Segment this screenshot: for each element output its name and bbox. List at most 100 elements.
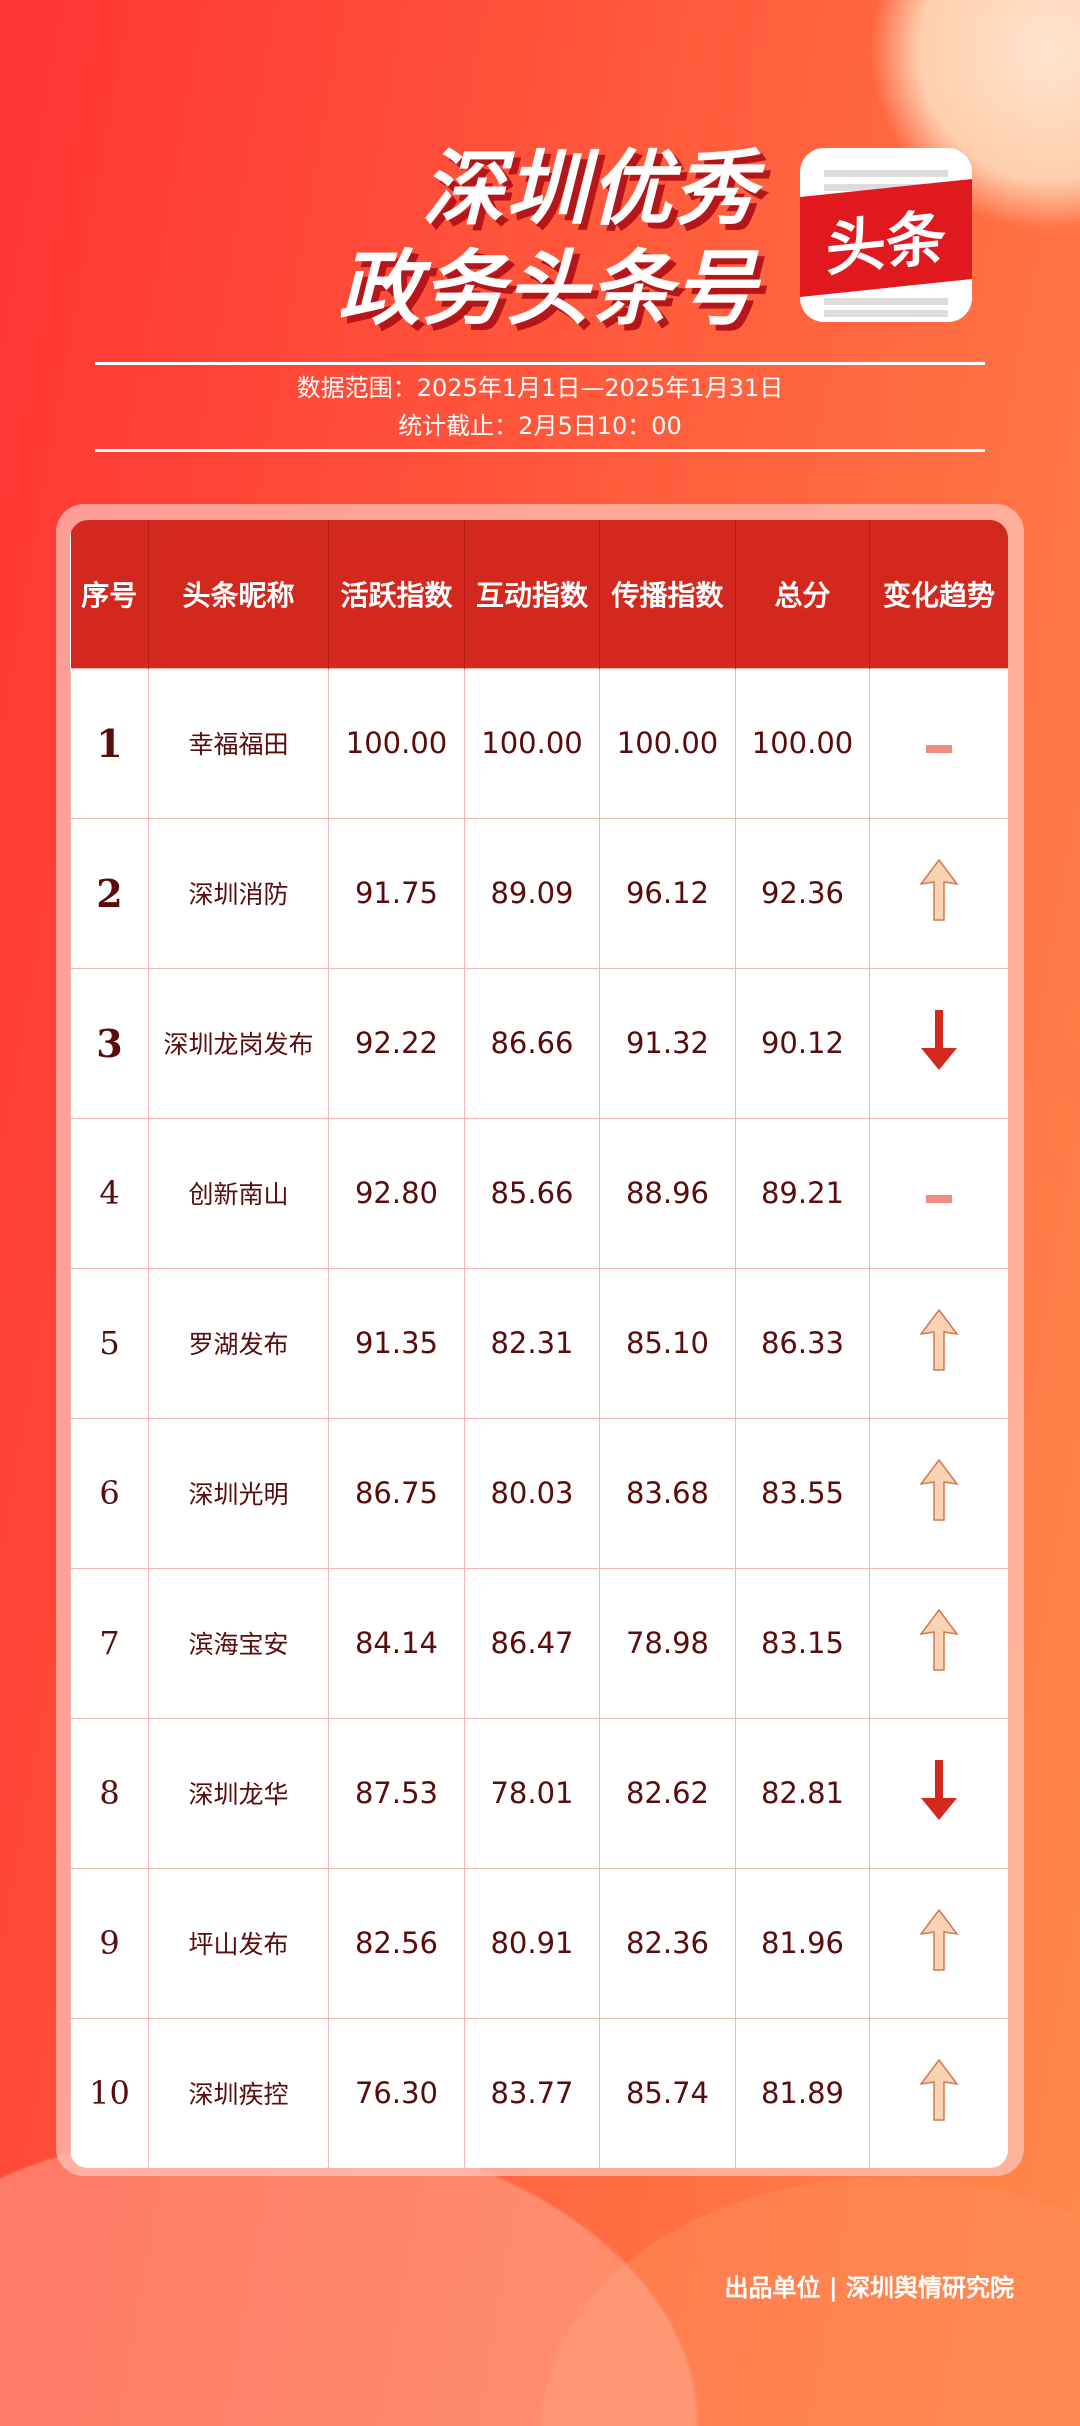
table-row: 4 创新南山 92.80 85.66 88.96 89.21 [70, 1117, 1008, 1269]
cell-total: 89.21 [735, 1117, 870, 1269]
cell-interact: 86.66 [464, 967, 600, 1119]
cell-active: 76.30 [328, 2017, 465, 2168]
arrow-up-icon [919, 1308, 959, 1371]
column-header: 头条昵称 [148, 520, 329, 668]
cell-trend [869, 1117, 1008, 1269]
cell-spread: 85.10 [599, 1267, 736, 1419]
cell-interact: 85.66 [464, 1117, 600, 1269]
cell-spread: 85.74 [599, 2017, 736, 2168]
cell-total: 81.89 [735, 2017, 870, 2168]
cell-interact: 80.03 [464, 1417, 600, 1569]
cell-name: 罗湖发布 [148, 1267, 329, 1419]
cell-total: 86.33 [735, 1267, 870, 1419]
cell-total: 90.12 [735, 967, 870, 1119]
cell-interact: 89.09 [464, 817, 600, 969]
cell-interact: 80.91 [464, 1867, 600, 2019]
cell-total: 82.81 [735, 1717, 870, 1869]
divider [95, 449, 985, 452]
cell-trend [869, 1267, 1008, 1419]
arrow-down-icon [921, 1009, 957, 1070]
cell-trend [869, 817, 1008, 969]
cell-trend [869, 1717, 1008, 1869]
table-row: 10 深圳疾控 76.30 83.77 85.74 81.89 [70, 2017, 1008, 2168]
cell-rank: 10 [70, 2017, 149, 2168]
arrow-up-icon [919, 2058, 959, 2121]
table-row: 5 罗湖发布 91.35 82.31 85.10 86.33 [70, 1267, 1008, 1419]
table-row: 1 幸福福田 100.00 100.00 100.00 100.00 [70, 667, 1008, 819]
title-line1: 深圳优秀 [422, 142, 758, 237]
cell-name: 坪山发布 [148, 1867, 329, 2019]
cell-spread: 96.12 [599, 817, 736, 969]
cell-spread: 83.68 [599, 1417, 736, 1569]
cell-trend [869, 1867, 1008, 2019]
cell-interact: 100.00 [464, 667, 600, 819]
table-row: 6 深圳光明 86.75 80.03 83.68 83.55 [70, 1417, 1008, 1569]
cell-name: 深圳消防 [148, 817, 329, 969]
column-header: 互动指数 [464, 520, 600, 668]
column-header: 变化趋势 [869, 520, 1008, 668]
title-line2: 政务头条号 [338, 242, 758, 337]
cell-total: 92.36 [735, 817, 870, 969]
ranking-table: 序号 头条昵称 活跃指数 互动指数 传播指数 总分 变化趋势 1 幸福福田 100.00 100.… [70, 520, 1008, 2168]
cell-total: 83.55 [735, 1417, 870, 1569]
cell-trend [869, 967, 1008, 1119]
cell-interact: 86.47 [464, 1567, 600, 1719]
cell-rank: 2 [70, 817, 149, 969]
cell-active: 100.00 [328, 667, 465, 819]
header-row: 序号 头条昵称 活跃指数 互动指数 传播指数 总分 变化趋势 [70, 520, 1008, 668]
cell-spread: 100.00 [599, 667, 736, 819]
cell-rank: 9 [70, 1867, 149, 2019]
cell-name: 幸福福田 [148, 667, 329, 819]
cell-total: 100.00 [735, 667, 870, 819]
cell-active: 84.14 [328, 1567, 465, 1719]
logo-text: 头条 [800, 178, 972, 298]
toutiao-logo: 头条 [800, 148, 972, 322]
cell-rank: 8 [70, 1717, 149, 1869]
cell-active: 92.22 [328, 967, 465, 1119]
column-header: 总分 [735, 520, 870, 668]
cell-rank: 4 [70, 1117, 149, 1269]
cell-trend [869, 1417, 1008, 1569]
cell-spread: 82.36 [599, 1867, 736, 2019]
cell-spread: 88.96 [599, 1117, 736, 1269]
cell-trend [869, 1567, 1008, 1719]
divider [95, 362, 985, 365]
arrow-up-icon [919, 1908, 959, 1971]
cell-interact: 83.77 [464, 2017, 600, 2168]
cell-interact: 82.31 [464, 1267, 600, 1419]
publisher: 出品单位 | 深圳舆情研究院 [724, 2274, 1014, 2302]
cell-active: 91.35 [328, 1267, 465, 1419]
cutoff-time: 统计截止：2月5日10：00 [398, 412, 682, 440]
cell-interact: 78.01 [464, 1717, 600, 1869]
cell-spread: 78.98 [599, 1567, 736, 1719]
cell-name: 滨海宝安 [148, 1567, 329, 1719]
cell-active: 87.53 [328, 1717, 465, 1869]
cell-trend [869, 2017, 1008, 2168]
arrow-up-icon [919, 858, 959, 921]
table-row: 2 深圳消防 91.75 89.09 96.12 92.36 [70, 817, 1008, 969]
cell-spread: 91.32 [599, 967, 736, 1119]
cell-total: 81.96 [735, 1867, 870, 2019]
arrow-up-icon [919, 1458, 959, 1521]
cell-trend [869, 667, 1008, 819]
cell-name: 深圳疾控 [148, 2017, 329, 2168]
data-range: 数据范围：2025年1月1日—2025年1月31日 [296, 374, 784, 402]
cell-rank: 1 [70, 667, 149, 819]
arrow-down-icon [921, 1759, 957, 1820]
cell-active: 82.56 [328, 1867, 465, 2019]
column-header: 活跃指数 [328, 520, 465, 668]
arrow-up-icon [919, 1608, 959, 1671]
cell-name: 深圳龙岗发布 [148, 967, 329, 1119]
column-header: 传播指数 [599, 520, 736, 668]
table-row: 3 深圳龙岗发布 92.22 86.66 91.32 90.12 [70, 967, 1008, 1119]
cell-rank: 5 [70, 1267, 149, 1419]
no-change-icon [926, 1195, 952, 1203]
table-row: 7 滨海宝安 84.14 86.47 78.98 83.15 [70, 1567, 1008, 1719]
no-change-icon [926, 745, 952, 753]
cell-spread: 82.62 [599, 1717, 736, 1869]
cell-active: 86.75 [328, 1417, 465, 1569]
cell-rank: 7 [70, 1567, 149, 1719]
cell-name: 创新南山 [148, 1117, 329, 1269]
table-row: 9 坪山发布 82.56 80.91 82.36 81.96 [70, 1867, 1008, 2019]
